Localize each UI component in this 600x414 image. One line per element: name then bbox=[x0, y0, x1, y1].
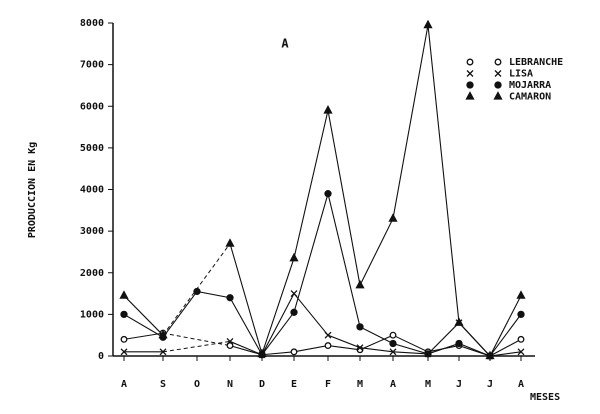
x-tick-label: J bbox=[456, 379, 462, 390]
y-tick-label: 8000 bbox=[80, 18, 104, 29]
legend-marker bbox=[466, 58, 474, 66]
y-tick-label: 5000 bbox=[80, 143, 104, 154]
data-point bbox=[119, 290, 129, 299]
series-line bbox=[123, 332, 164, 340]
data-point bbox=[226, 294, 234, 302]
data-point bbox=[517, 335, 525, 343]
data-point bbox=[290, 290, 298, 298]
series-line bbox=[229, 24, 522, 357]
x-tick-label: A bbox=[390, 379, 396, 390]
data-point bbox=[324, 331, 332, 339]
y-tick-label: 1000 bbox=[80, 309, 104, 320]
data-point bbox=[424, 350, 432, 358]
data-point bbox=[225, 238, 235, 247]
data-point bbox=[356, 344, 364, 352]
data-point bbox=[120, 348, 128, 356]
x-tick-label: J bbox=[487, 379, 493, 390]
data-point bbox=[290, 348, 298, 356]
legend-label: CAMARON bbox=[509, 92, 551, 103]
data-point bbox=[289, 252, 299, 262]
data-point bbox=[423, 19, 433, 29]
data-point bbox=[324, 190, 332, 198]
data-point bbox=[517, 310, 525, 319]
data-point bbox=[257, 348, 267, 358]
legend-marker bbox=[465, 91, 475, 100]
data-point bbox=[120, 310, 128, 319]
x-tick-label: E bbox=[291, 379, 297, 390]
y-tick-label: 6000 bbox=[80, 101, 104, 112]
data-point bbox=[290, 308, 298, 316]
legend-marker bbox=[493, 91, 503, 100]
x-tick-label: A bbox=[121, 379, 127, 390]
legend-label: LEBRANCHE bbox=[509, 57, 563, 68]
data-point bbox=[485, 350, 495, 360]
y-tick-label: 2000 bbox=[80, 268, 104, 279]
y-tick-label: 0 bbox=[98, 351, 104, 362]
data-point bbox=[226, 337, 234, 345]
data-point bbox=[324, 342, 332, 350]
data-point bbox=[517, 348, 525, 356]
data-point bbox=[454, 317, 464, 326]
x-tick-label: O bbox=[194, 379, 200, 390]
x-tick-label: A bbox=[518, 379, 524, 390]
data-point bbox=[516, 290, 526, 299]
data-point bbox=[455, 339, 463, 348]
series-line bbox=[229, 334, 522, 357]
data-point bbox=[389, 339, 397, 348]
series-line bbox=[229, 292, 522, 357]
legend-marker bbox=[466, 70, 474, 77]
data-point bbox=[356, 323, 364, 331]
data-point bbox=[323, 105, 333, 114]
legend-label: MOJARRA bbox=[509, 80, 551, 91]
x-tick-label: M bbox=[357, 379, 363, 390]
series-line bbox=[123, 295, 164, 336]
gap-connector bbox=[162, 243, 231, 336]
x-tick-label: D bbox=[259, 379, 265, 390]
legend-marker bbox=[466, 81, 474, 89]
x-tick-label: S bbox=[160, 379, 166, 390]
x-tick-label: M bbox=[425, 379, 431, 390]
data-point bbox=[159, 348, 167, 356]
legend-marker bbox=[494, 81, 502, 89]
data-point bbox=[158, 329, 168, 339]
y-tick-label: 4000 bbox=[80, 185, 104, 196]
y-tick-label: 7000 bbox=[80, 60, 104, 71]
data-point bbox=[355, 279, 365, 289]
y-tick-label: 3000 bbox=[80, 226, 104, 237]
data-point bbox=[388, 213, 398, 222]
y-axis-label: PRODUCCION EN Kg bbox=[27, 142, 38, 238]
annotation: A bbox=[281, 37, 289, 51]
data-point bbox=[120, 335, 128, 343]
x-axis-label: MESES bbox=[530, 392, 560, 403]
series-line bbox=[123, 191, 522, 357]
x-tick-label: N bbox=[227, 379, 233, 390]
data-point bbox=[226, 342, 234, 350]
legend-marker bbox=[494, 70, 502, 77]
gap-connector bbox=[162, 340, 231, 353]
data-point bbox=[389, 331, 397, 339]
legend-marker bbox=[494, 58, 502, 66]
x-tick-label: F bbox=[325, 379, 331, 390]
data-point bbox=[389, 348, 397, 356]
legend-label: LISA bbox=[509, 69, 533, 80]
gap-connector bbox=[162, 332, 231, 347]
